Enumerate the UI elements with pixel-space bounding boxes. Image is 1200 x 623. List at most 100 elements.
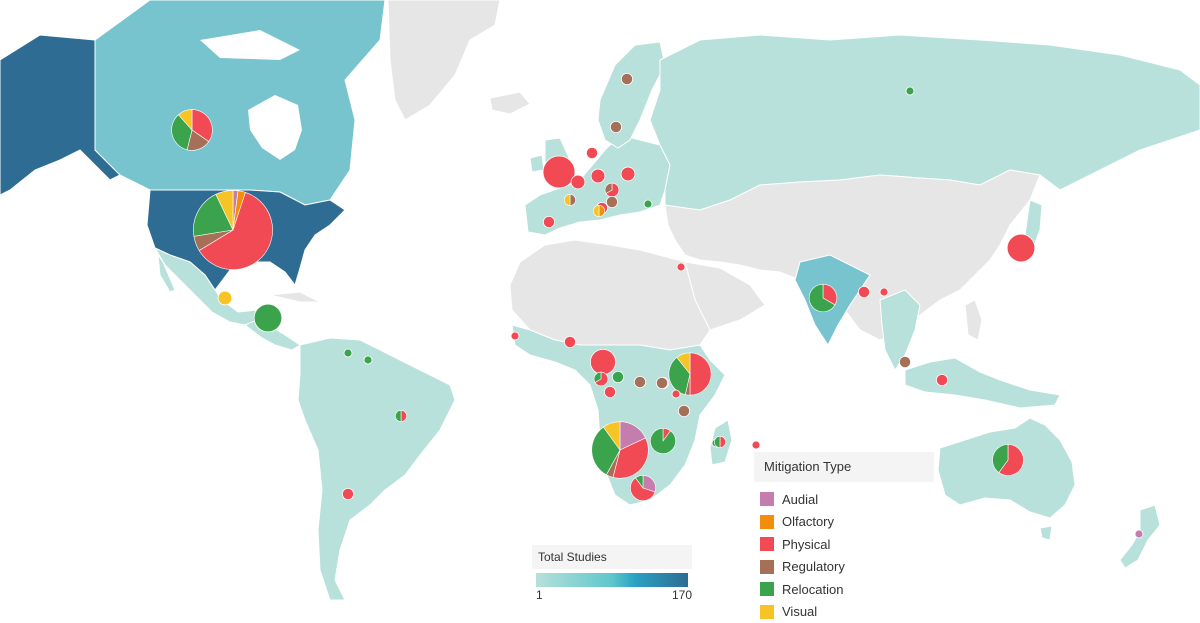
pie-europe-2[interactable]: [605, 183, 619, 197]
mitigation-type-list: Audial Olfactory Physical Regulatory Relocat…: [754, 488, 934, 623]
pie-central-africa-1[interactable]: [594, 372, 608, 386]
legend-swatch: [760, 582, 774, 596]
pie-slice-physical: [672, 390, 680, 398]
pie-italy[interactable]: [593, 205, 604, 216]
total-studies-legend: Total Studies 1 170: [532, 545, 692, 602]
pie-cameroon[interactable]: [590, 349, 615, 374]
pie-scandinavia-1[interactable]: [621, 73, 632, 84]
pie-new-zealand[interactable]: [1135, 530, 1143, 538]
pie-senegal[interactable]: [511, 332, 519, 340]
pie-canada[interactable]: [172, 110, 213, 151]
mitigation-type-legend: Mitigation Type Audial Olfactory Physical R…: [754, 452, 934, 623]
pie-slice-physical: [858, 286, 869, 297]
pie-central-africa-5[interactable]: [604, 386, 615, 397]
pie-russia[interactable]: [906, 87, 914, 95]
pie-slice-physical: [543, 216, 554, 227]
legend-swatch: [760, 492, 774, 506]
pie-bangladesh[interactable]: [858, 286, 869, 297]
legend-label: Visual: [782, 604, 817, 619]
region-canada[interactable]: [95, 0, 385, 205]
pie-slice-relocation: [650, 428, 675, 453]
pie-south-africa[interactable]: [630, 475, 655, 500]
pie-slice-audial: [1135, 530, 1143, 538]
pie-slice-relocation: [612, 371, 623, 382]
legend-item-relocation[interactable]: Relocation: [760, 578, 934, 601]
pie-spain-2[interactable]: [564, 194, 575, 205]
legend-item-physical[interactable]: Physical: [760, 533, 934, 556]
pie-slice-physical: [604, 386, 615, 397]
pie-balkans[interactable]: [606, 196, 617, 207]
pie-slice-physical: [1007, 234, 1035, 262]
pie-slice-relocation: [906, 87, 914, 95]
pie-slice-physical: [590, 349, 615, 374]
legend-label: Relocation: [782, 582, 843, 597]
pie-uk[interactable]: [543, 156, 575, 188]
pie-slice-physical: [342, 488, 353, 499]
pie-argentina[interactable]: [342, 488, 353, 499]
pie-slice-physical: [543, 156, 575, 188]
pie-slice-regulatory: [621, 73, 632, 84]
pie-usa[interactable]: [193, 190, 272, 269]
pie-indonesia[interactable]: [936, 374, 947, 385]
pie-greece[interactable]: [644, 200, 652, 208]
pie-slice-regulatory: [610, 121, 621, 132]
legend-item-audial[interactable]: Audial: [760, 488, 934, 511]
pie-slice-physical: [936, 374, 947, 385]
pie-slice-physical: [564, 336, 575, 347]
pie-slice-physical: [511, 332, 519, 340]
region-ireland[interactable]: [530, 155, 544, 172]
pie-france[interactable]: [571, 175, 585, 189]
pie-slice-regulatory: [606, 196, 617, 207]
legend-item-regulatory[interactable]: Regulatory: [760, 556, 934, 579]
pie-central-africa-3[interactable]: [634, 376, 645, 387]
pie-ghana[interactable]: [564, 336, 575, 347]
region-tasmania[interactable]: [1040, 526, 1052, 540]
pie-east-africa-1[interactable]: [672, 390, 680, 398]
legend-label: Olfactory: [782, 514, 834, 529]
pie-europe-3[interactable]: [621, 167, 635, 181]
pie-slice-physical: [571, 175, 585, 189]
mitigation-type-legend-title: Mitigation Type: [754, 452, 934, 482]
legend-label: Regulatory: [782, 559, 845, 574]
pie-mauritius[interactable]: [752, 441, 760, 449]
pie-slice-relocation: [254, 304, 282, 332]
legend-swatch: [760, 537, 774, 551]
pie-slice-physical: [591, 169, 605, 183]
pie-slice-relocation: [364, 356, 372, 364]
pie-tanzania-2[interactable]: [656, 377, 667, 388]
legend-item-visual[interactable]: Visual: [760, 601, 934, 623]
legend-item-olfactory[interactable]: Olfactory: [760, 511, 934, 534]
pie-japan[interactable]: [1007, 234, 1035, 262]
pie-mexico[interactable]: [218, 291, 232, 305]
pie-botswana[interactable]: [592, 422, 649, 479]
pie-brazil[interactable]: [395, 410, 406, 421]
pie-australia[interactable]: [993, 445, 1024, 476]
pie-israel[interactable]: [677, 263, 685, 271]
pie-slice-physical: [586, 147, 597, 158]
pie-myanmar[interactable]: [880, 288, 888, 296]
pie-malaysia[interactable]: [899, 356, 910, 367]
legend-swatch: [760, 515, 774, 529]
pie-madagascar[interactable]: [714, 436, 725, 447]
pie-slice-regulatory: [656, 377, 667, 388]
legend-swatch: [760, 560, 774, 574]
total-studies-color-ramp: [536, 573, 688, 587]
pie-slice-relocation: [644, 200, 652, 208]
total-studies-max-label: 170: [672, 588, 692, 602]
pie-scandinavia-2[interactable]: [610, 121, 621, 132]
pie-europe-1[interactable]: [591, 169, 605, 183]
pie-central-america[interactable]: [254, 304, 282, 332]
pie-spain-1[interactable]: [543, 216, 554, 227]
total-studies-ramp-labels: 1 170: [536, 588, 692, 602]
pie-europe-4[interactable]: [586, 147, 597, 158]
pie-central-africa-2[interactable]: [612, 371, 623, 382]
pie-kenya[interactable]: [669, 353, 711, 395]
pie-zimbabwe[interactable]: [650, 428, 675, 453]
pie-tanzania-1[interactable]: [678, 405, 689, 416]
pie-india[interactable]: [809, 284, 837, 312]
pie-slice-physical: [880, 288, 888, 296]
pie-venezuela-1[interactable]: [344, 349, 352, 357]
total-studies-min-label: 1: [536, 588, 543, 602]
pie-venezuela-2[interactable]: [364, 356, 372, 364]
